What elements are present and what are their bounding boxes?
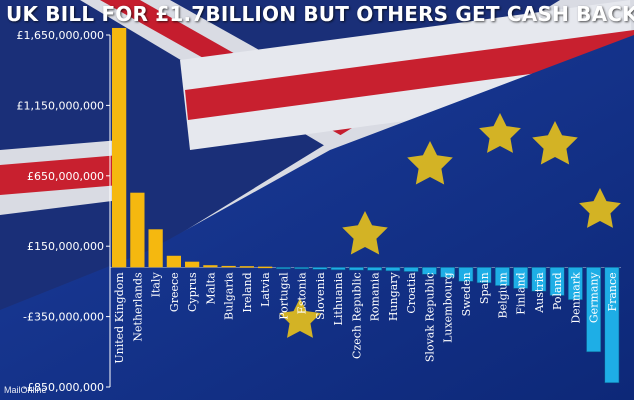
bar-slovenia — [312, 267, 328, 270]
x-tick-label: Finland — [515, 272, 528, 314]
bar-latvia — [258, 266, 273, 269]
bar-bulgaria — [221, 265, 236, 268]
x-tick-label: Netherlands — [131, 272, 144, 342]
x-tick-label: Slovenia — [314, 272, 327, 320]
x-tick-label: Cyprus — [186, 272, 199, 312]
x-tick-label: Denmark — [569, 272, 582, 324]
x-tick-label: Slovak Republic — [423, 272, 436, 362]
x-tick-label: Sweden — [460, 272, 473, 316]
bar-cyprus — [185, 261, 200, 268]
bar-portugal — [275, 267, 291, 270]
x-tick-label: Estonia — [296, 272, 309, 314]
bar-hungary — [385, 267, 401, 272]
x-tick-label: France — [606, 272, 619, 311]
x-tick-label: Romania — [369, 272, 382, 321]
bar-france — [604, 267, 620, 384]
x-tick-label: Lithuania — [332, 272, 345, 326]
x-tick-label: Hungary — [387, 272, 400, 322]
y-tick-label: £150,000,000 — [27, 240, 104, 253]
bar-croatia — [403, 267, 419, 272]
bar-poland — [549, 267, 565, 296]
x-tick-label: Spain — [478, 272, 491, 304]
bar-malta — [203, 265, 218, 268]
x-tick-label: Greece — [168, 272, 181, 312]
x-tick-label: Germany — [588, 272, 601, 324]
eu-stars — [279, 113, 621, 338]
x-tick-label: Italy — [150, 272, 163, 298]
bar-germany — [586, 267, 602, 353]
x-tick-label: Croatia — [405, 272, 418, 314]
x-tick-label: Latvia — [259, 272, 272, 307]
x-tick-label: United Kingdom — [113, 272, 126, 364]
x-tick-label: Belgium — [496, 272, 509, 319]
bar-belgium — [494, 267, 510, 286]
bar-italy — [148, 229, 163, 268]
bar-austria — [531, 267, 547, 292]
x-tick-label: Luxembourg — [442, 272, 455, 343]
chart-title: UK BILL FOR £1.7BILLION BUT OTHERS GET C… — [6, 2, 634, 26]
bar-estonia — [294, 267, 310, 270]
y-tick-label: £1,150,000,000 — [17, 99, 104, 112]
x-tick-label: Ireland — [241, 272, 254, 312]
eu-flag — [0, 35, 634, 400]
x-tick-label: Bulgaria — [223, 272, 236, 320]
bar-lithuania — [330, 267, 346, 271]
x-tick-label: Austria — [533, 272, 546, 314]
y-tick-label: -£350,000,000 — [23, 311, 104, 324]
bar-spain — [476, 267, 492, 284]
x-tick-label: Malta — [204, 272, 217, 305]
credit-watermark: MailOnline — [4, 385, 47, 395]
bar-romania — [367, 267, 383, 271]
bar-denmark — [567, 267, 583, 301]
y-tick-label: £650,000,000 — [27, 170, 104, 183]
y-tick-label: -£850,000,000 — [23, 381, 104, 394]
bar-finland — [513, 267, 529, 289]
bar-slovak-republic — [421, 267, 437, 275]
x-tick-label: Poland — [551, 272, 564, 310]
bar-united-kingdom — [112, 27, 127, 268]
bar-greece — [166, 255, 181, 268]
bar-sweden — [458, 267, 474, 282]
bar-czech-republic — [348, 267, 364, 271]
x-tick-label: Portugal — [277, 272, 290, 320]
bar-luxembourg — [440, 267, 456, 278]
bar-netherlands — [130, 192, 145, 268]
x-tick-label: Czech Republic — [350, 272, 363, 359]
bar-ireland — [239, 266, 254, 268]
y-tick-label: £1,650,000,000 — [17, 29, 104, 42]
